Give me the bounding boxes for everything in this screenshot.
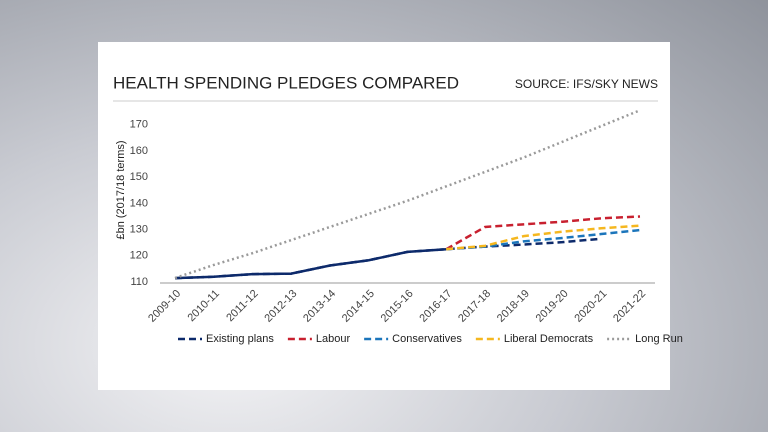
series-line-solid — [174, 247, 447, 280]
panel — [98, 42, 670, 390]
y-tick-label: 140 — [130, 197, 148, 209]
legend-label: Long Run — [635, 333, 683, 345]
series-line — [174, 109, 641, 280]
y-tick-label: 130 — [130, 223, 148, 235]
series-line — [445, 215, 641, 251]
chart-title: HEALTH SPENDING PLEDGES COMPARED — [113, 73, 459, 92]
source: SOURCE: IFS/SKY NEWS — [515, 77, 658, 91]
y-axis-label: £bn (2017/18 terms) — [115, 140, 127, 239]
y-tick-label: 170 — [130, 119, 148, 131]
legend-label: Liberal Democrats — [504, 333, 594, 345]
y-tick-label: 120 — [130, 250, 148, 262]
y-tick-label: 110 — [130, 276, 148, 288]
y-tick-label: 160 — [130, 145, 148, 157]
y-tick-label: 150 — [130, 171, 148, 183]
legend-label: Conservatives — [392, 333, 462, 345]
legend-label: Existing plans — [206, 333, 274, 345]
legend-label: Labour — [316, 333, 351, 345]
